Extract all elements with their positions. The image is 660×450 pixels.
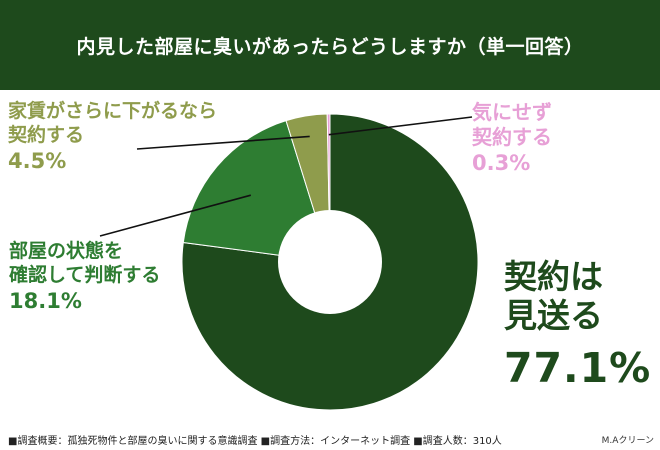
label-decline-line1: 契約は (504, 257, 603, 296)
label-decline-line2: 見送る (504, 295, 603, 335)
survey-footnote: ■調査概要：孤独死物件と部屋の臭いに関する意識調査 ■調査方法：インターネット調… (8, 436, 502, 447)
label-decline: 契約は 見送る 77.1% (504, 257, 652, 392)
brand-name: M.Aクリーン (601, 436, 654, 446)
leader-line-rent-lower (136, 135, 310, 150)
label-dont-care-line1: 気にせず (472, 100, 552, 124)
label-decline-value: 77.1% (504, 343, 652, 392)
label-dont-care-line2: 契約する (472, 125, 552, 149)
label-rent-lower: 家賃がさらに下がるなら 契約する 4.5% (8, 100, 217, 174)
chart-title: 内見した部屋に臭いがあったらどうしますか（単一回答） (76, 35, 584, 58)
label-rent-lower-line1: 家賃がさらに下がるなら (8, 100, 218, 122)
leader-line-dont-care (328, 116, 473, 136)
label-rent-lower-value: 4.5% (8, 148, 67, 173)
label-dont-care: 気にせず 契約する 0.3% (472, 100, 552, 176)
header-banner: 内見した部屋に臭いがあったらどうしますか（単一回答） (0, 0, 660, 90)
label-rent-lower-line2: 契約する (8, 123, 85, 146)
donut-hole (278, 210, 382, 314)
label-check-room: 部屋の状態を 確認して判断する 18.1% (9, 240, 160, 314)
label-check-room-line1: 部屋の状態を (9, 240, 124, 262)
leader-line-check-room (99, 194, 252, 237)
label-check-room-value: 18.1% (9, 288, 82, 313)
label-dont-care-value: 0.3% (472, 151, 531, 175)
label-check-room-line2: 確認して判断する (9, 263, 161, 286)
